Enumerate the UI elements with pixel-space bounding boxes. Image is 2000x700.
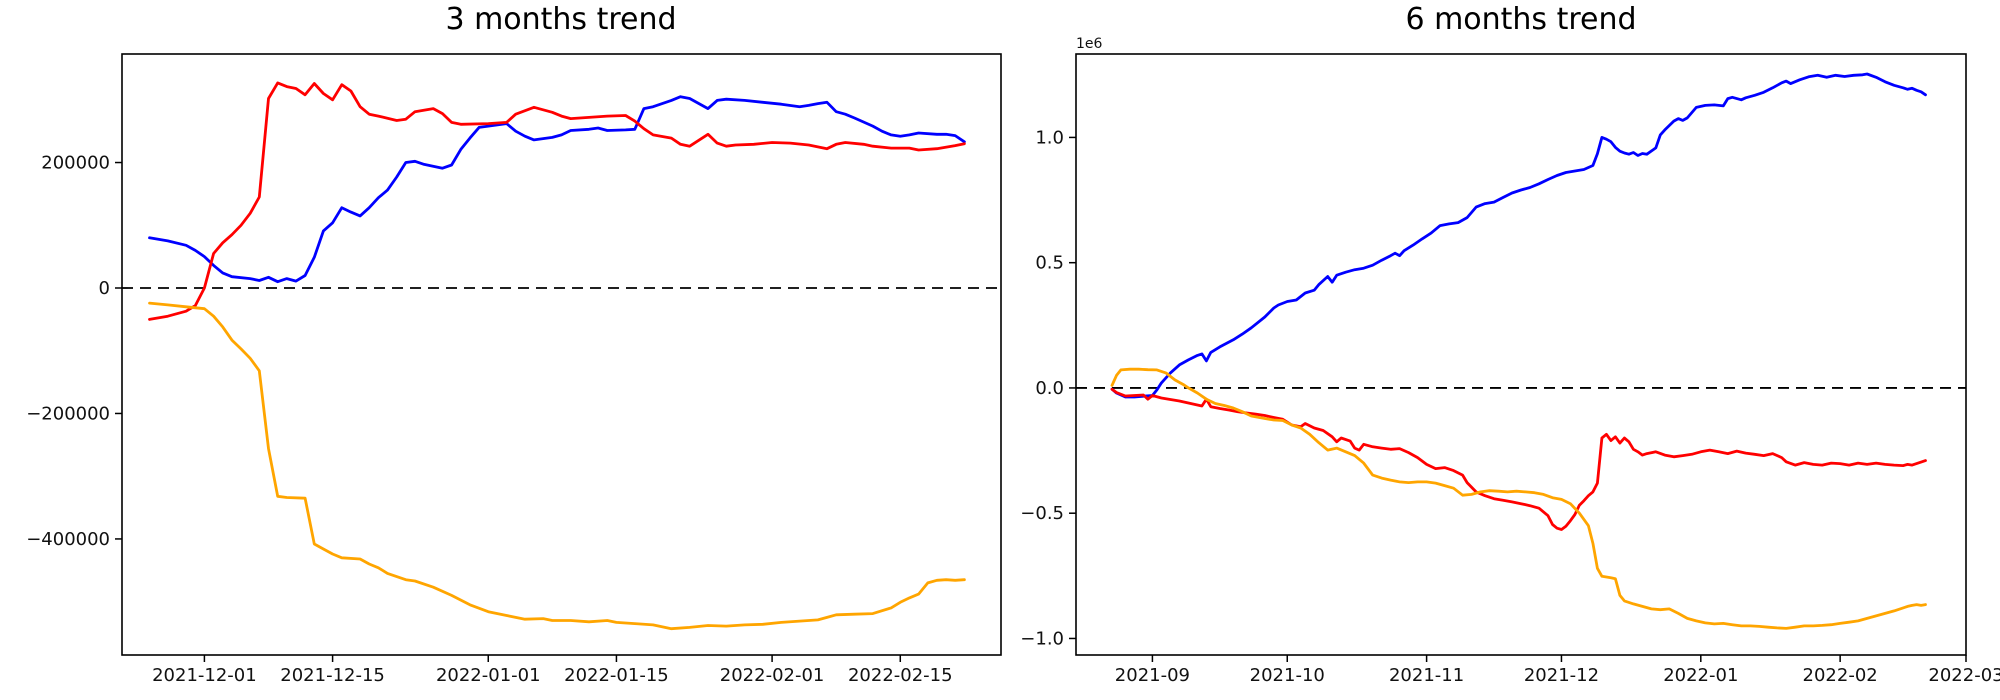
y-tick-label: 200000 — [41, 153, 110, 174]
plot-border — [1075, 53, 1967, 656]
series-line-red — [148, 81, 966, 321]
chart-0: 2021-12-01 2021-12-15 2022-01-01 2022-01-15… — [26, 53, 1002, 686]
y-axis-offset-label: 1e6 — [1076, 36, 1103, 52]
y-tick-label: 0.0 — [1035, 378, 1064, 399]
series-line-orange — [148, 301, 966, 631]
x-tick-label: 2021-12 — [1524, 665, 1599, 686]
x-tick-label: 2022-01 — [1663, 665, 1738, 686]
series-group — [148, 81, 966, 631]
x-tick-label: 2021-10 — [1250, 665, 1325, 686]
x-tick-label: 2021-11 — [1389, 665, 1464, 686]
chart-title-6-months: 6 months trend — [1405, 2, 1637, 37]
x-tick-label: 2021-12-01 — [152, 665, 257, 686]
x-tick-label: 2022-02 — [1803, 665, 1878, 686]
plot-border — [121, 53, 1002, 656]
series-line-blue — [148, 95, 966, 284]
y-tick-label: −0.5 — [1020, 503, 1064, 524]
y-tick-label: −200000 — [26, 403, 110, 424]
y-tick-label: 0 — [99, 278, 110, 299]
y-tick-label: 0.5 — [1035, 253, 1064, 274]
y-tick-label: 1.0 — [1035, 127, 1064, 148]
series-group — [1110, 72, 1927, 630]
x-tick-label: 2022-02-15 — [848, 665, 953, 686]
series-line-blue — [1110, 72, 1927, 399]
x-tick-label: 2022-02-01 — [720, 665, 825, 686]
chart-title-3-months: 3 months trend — [445, 2, 677, 37]
y-tick-label: −400000 — [26, 529, 110, 550]
x-tick-label: 2022-01-01 — [436, 665, 541, 686]
series-line-red — [1110, 387, 1927, 531]
x-tick-label: 2021-09 — [1115, 665, 1190, 686]
chart-1: 2021-09 2021-10 2021-11 2021-12 2022-01 2022-… — [1020, 36, 2000, 686]
series-line-orange — [1110, 367, 1927, 630]
x-tick-label: 2021-12-15 — [280, 665, 385, 686]
x-tick-label: 2022-01-15 — [564, 665, 669, 686]
y-tick-label: −1.0 — [1020, 628, 1064, 649]
x-tick-label: 2022-03 — [1928, 665, 2000, 686]
